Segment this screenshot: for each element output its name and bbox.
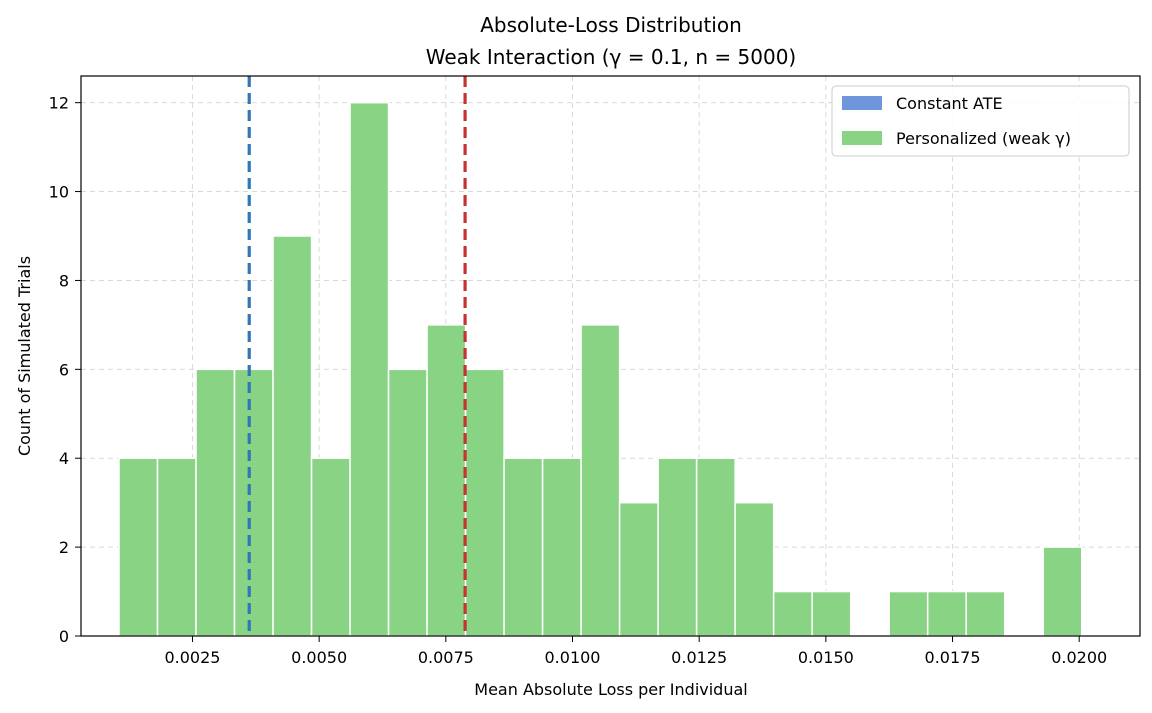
histogram-bar xyxy=(657,457,698,637)
y-tick-label: 6 xyxy=(59,360,69,379)
histogram-bar xyxy=(811,590,852,637)
x-tick-label: 0.0025 xyxy=(164,648,220,667)
x-axis-ticks: 0.0025 0.0050 0.0075 0.0100 0.0125 0.0150 0.01… xyxy=(164,636,1107,667)
plot-frame xyxy=(80,75,1141,637)
histogram-bar xyxy=(772,590,813,637)
histogram-bar xyxy=(503,457,544,637)
y-tick-label: 8 xyxy=(59,271,69,290)
histogram-bar xyxy=(580,324,621,637)
grid-lines xyxy=(81,76,1140,636)
x-tick-label: 0.0050 xyxy=(291,648,347,667)
histogram-bar xyxy=(156,457,197,637)
histogram-bar xyxy=(310,457,351,637)
y-tick-label: 0 xyxy=(59,627,69,646)
y-tick-label: 12 xyxy=(49,94,69,113)
chart-title: Absolute-Loss Distribution xyxy=(480,13,742,37)
histogram-bar xyxy=(464,368,505,637)
x-tick-label: 0.0125 xyxy=(671,648,727,667)
y-axis-ticks: 0 2 4 6 8 10 12 xyxy=(49,94,81,646)
x-tick-label: 0.0075 xyxy=(418,648,474,667)
y-axis-label: Count of Simulated Trials xyxy=(15,256,34,456)
histogram-bar xyxy=(888,590,929,637)
y-tick-label: 10 xyxy=(49,183,69,202)
histogram-bar xyxy=(926,590,967,637)
histogram-bar xyxy=(272,235,313,637)
legend-label-constant-ate: Constant ATE xyxy=(896,94,1003,113)
legend-label-personalized: Personalized (weak γ) xyxy=(896,129,1071,148)
x-tick-label: 0.0175 xyxy=(925,648,981,667)
legend: Constant ATE Personalized (weak γ) xyxy=(831,85,1130,157)
legend-swatch-personalized xyxy=(842,131,882,145)
histogram-bar xyxy=(618,501,659,637)
histogram-bar xyxy=(734,501,775,637)
x-tick-label: 0.0100 xyxy=(545,648,601,667)
x-tick-label: 0.0200 xyxy=(1051,648,1107,667)
x-tick-label: 0.0150 xyxy=(798,648,854,667)
histogram-bars xyxy=(118,101,1083,637)
histogram-bar xyxy=(426,324,467,637)
x-axis-label: Mean Absolute Loss per Individual xyxy=(474,680,747,699)
histogram-bar xyxy=(195,368,236,637)
histogram-bar xyxy=(695,457,736,637)
histogram-bar xyxy=(387,368,428,637)
histogram-bar xyxy=(1042,546,1083,637)
histogram-bar xyxy=(541,457,582,637)
legend-box xyxy=(831,85,1130,157)
histogram-bar xyxy=(233,368,274,637)
chart-subtitle: Weak Interaction (γ = 0.1, n = 5000) xyxy=(426,45,796,69)
histogram-bar xyxy=(965,590,1006,637)
histogram-bar xyxy=(349,101,390,637)
mean-lines xyxy=(247,76,467,636)
y-tick-label: 4 xyxy=(59,449,69,468)
y-tick-label: 2 xyxy=(59,538,69,557)
histogram-bar xyxy=(118,457,159,637)
legend-swatch-constant-ate xyxy=(842,96,882,110)
